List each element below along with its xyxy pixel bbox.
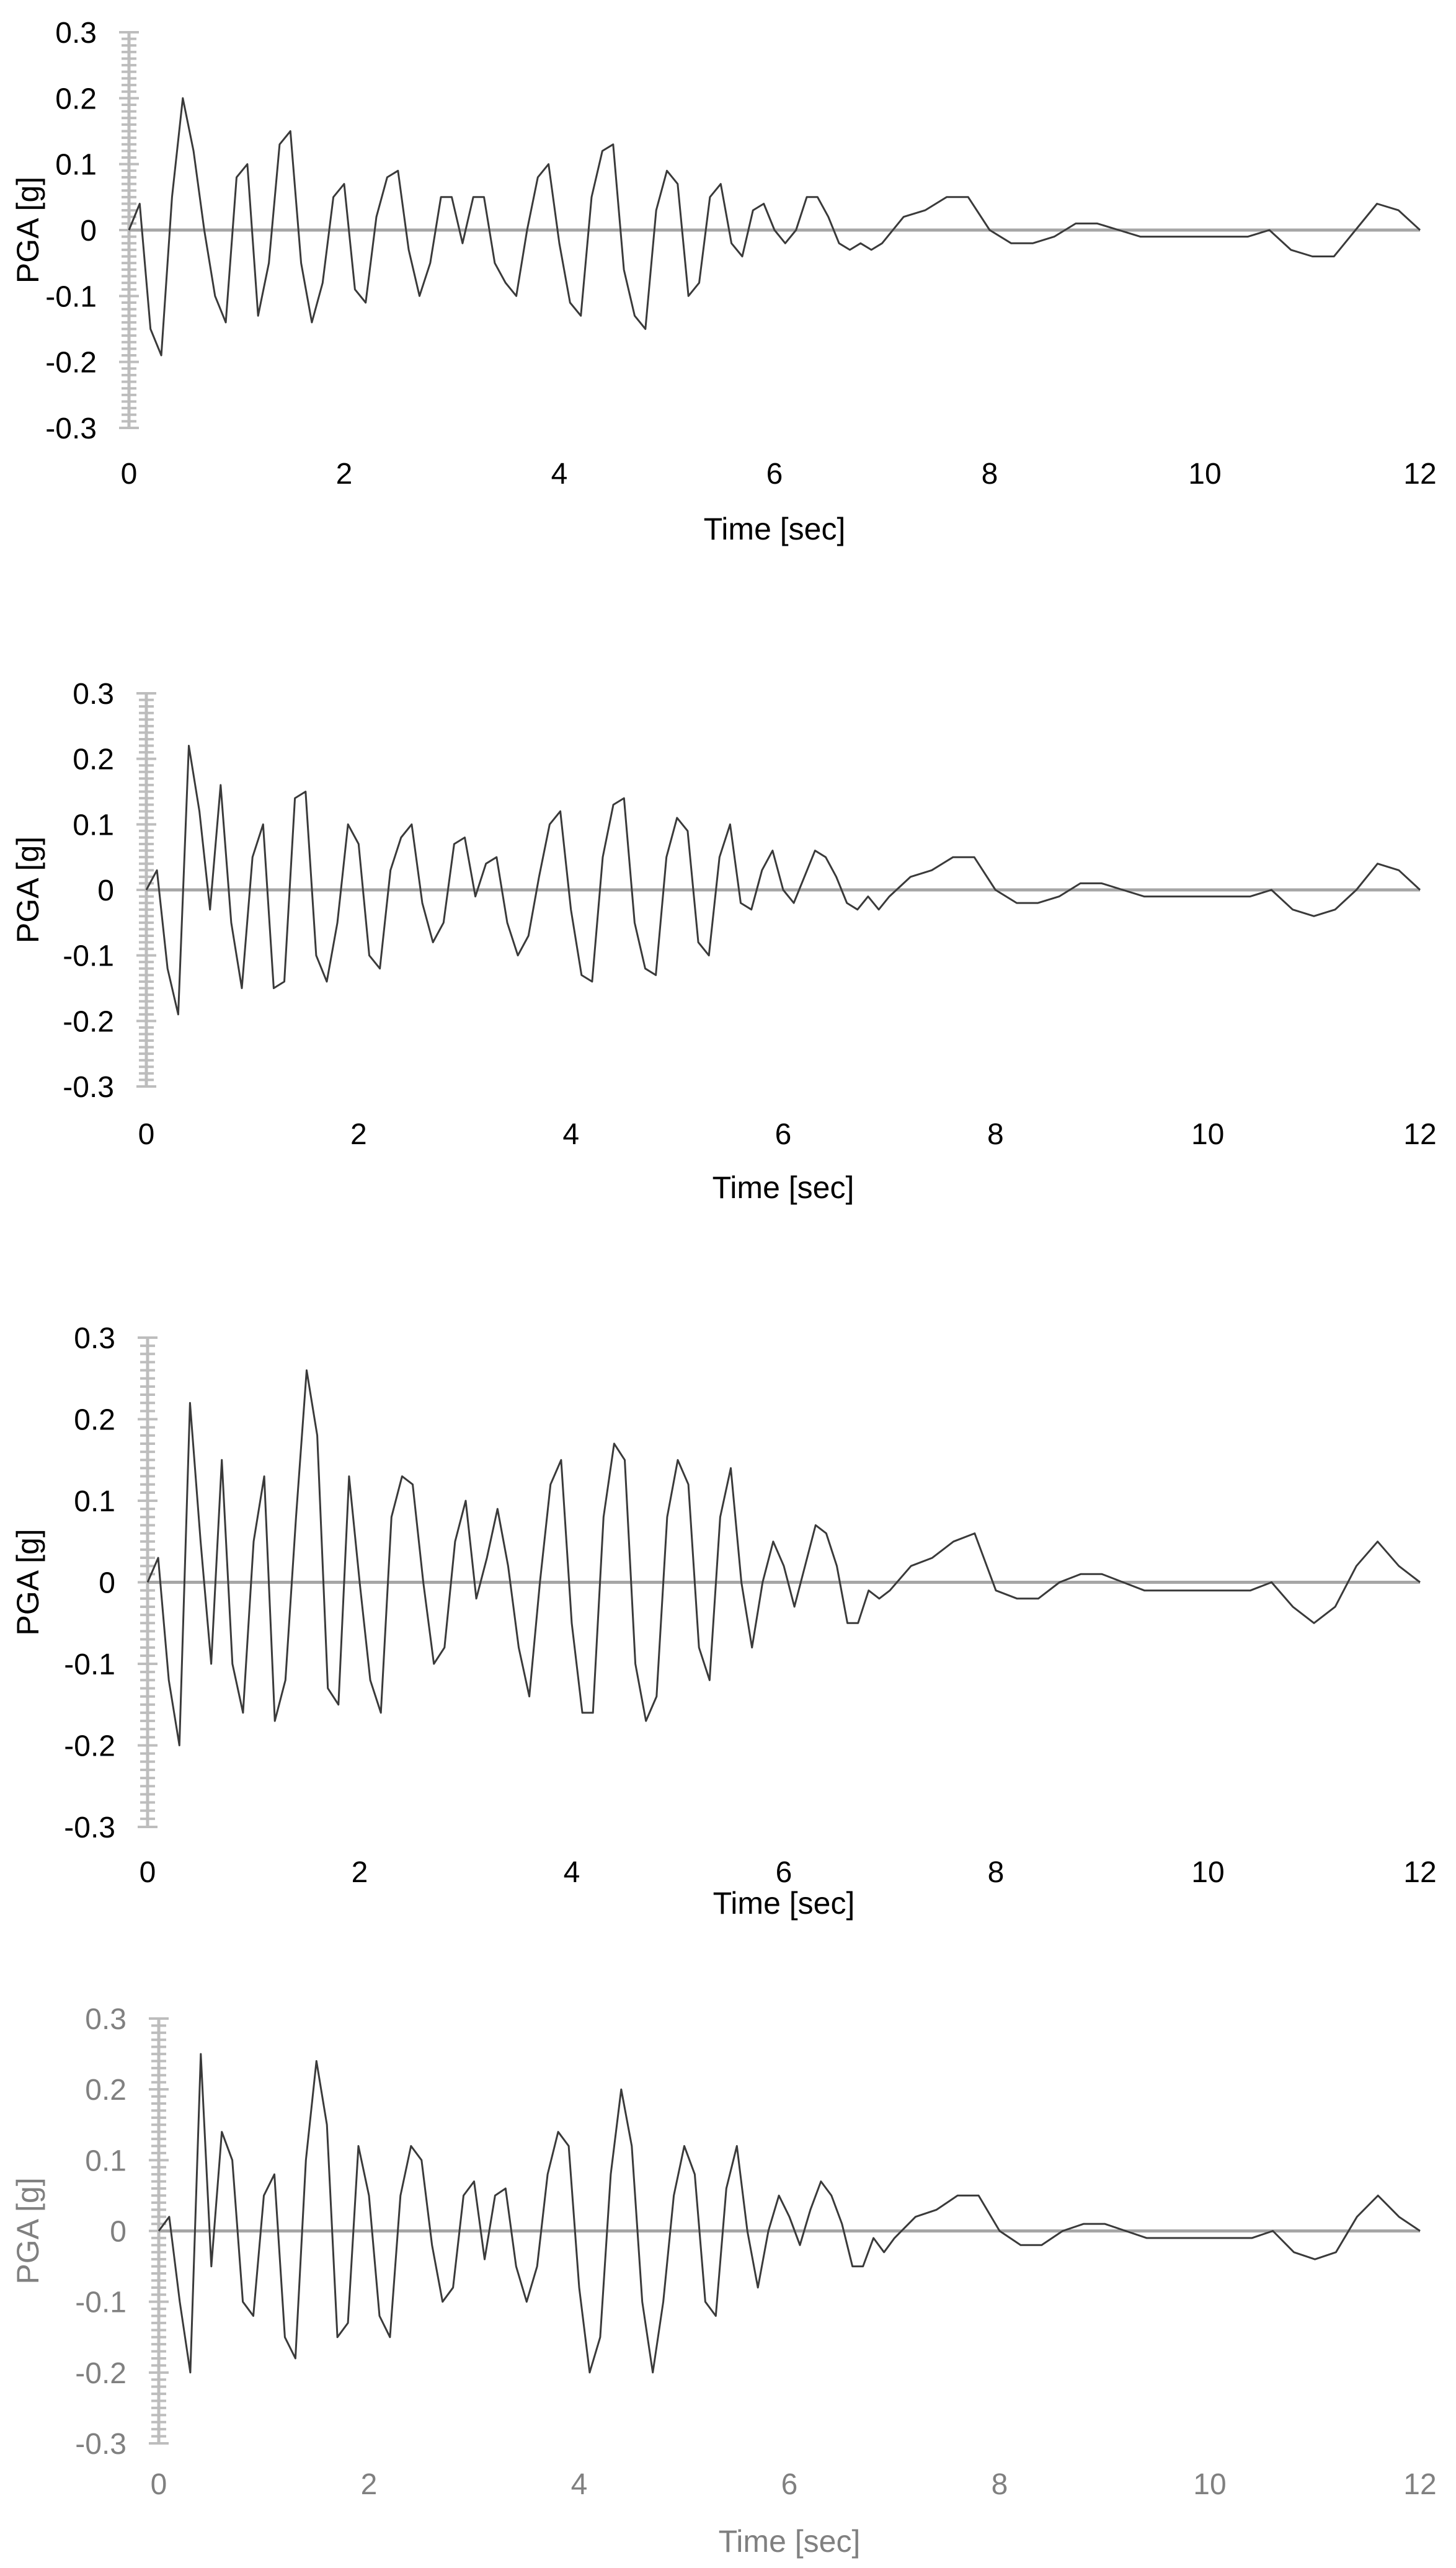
y-tick-label: -0.1 bbox=[75, 2286, 127, 2319]
x-tick-label: 8 bbox=[987, 1118, 1004, 1151]
x-axis-title: Time [sec] bbox=[704, 512, 846, 546]
y-tick-label: 0.3 bbox=[74, 1322, 115, 1355]
x-tick-label: 6 bbox=[781, 2468, 798, 2501]
series-line bbox=[158, 2053, 1421, 2374]
y-tick-label: 0.1 bbox=[74, 1485, 115, 1518]
x-tick-label: 4 bbox=[571, 2468, 588, 2501]
y-tick-label: -0.2 bbox=[75, 2357, 127, 2390]
y-tick-label: -0.1 bbox=[45, 280, 97, 313]
y-tick-label: -0.3 bbox=[45, 412, 97, 445]
chart-3: 0.3 0.2 0.1 0 -0.1 -0.2 -0.3 0 2 4 6 8 10 12 Time [sec… bbox=[11, 1322, 1437, 1921]
x-tick-label: 4 bbox=[562, 1118, 579, 1151]
x-tick-label: 0 bbox=[140, 1856, 156, 1889]
y-axis-title: PGA [g] bbox=[11, 177, 45, 283]
x-axis-title: Time [sec] bbox=[712, 1170, 855, 1205]
x-tick-label: 12 bbox=[1403, 1856, 1436, 1889]
y-tick-label: -0.3 bbox=[75, 2428, 127, 2461]
x-tick-label: 8 bbox=[992, 2468, 1008, 2501]
y-tick-label: 0.1 bbox=[73, 809, 114, 842]
series-line bbox=[128, 97, 1421, 357]
x-tick-label: 6 bbox=[766, 458, 783, 491]
y-axis-title: PGA [g] bbox=[11, 837, 45, 943]
y-axis-title: PGA [g] bbox=[11, 1529, 45, 1635]
x-tick-label: 4 bbox=[551, 458, 568, 491]
x-tick-label: 2 bbox=[352, 1856, 368, 1889]
chart-4: 0.3 0.2 0.1 0 -0.1 -0.2 -0.3 0 2 4 6 8 10 12 Time [sec… bbox=[11, 2003, 1437, 2559]
y-tick-label: 0 bbox=[80, 215, 97, 247]
y-tick-label: 0.3 bbox=[73, 678, 114, 711]
y-tick-label: 0 bbox=[110, 2216, 127, 2249]
y-axis-title: PGA [g] bbox=[11, 2177, 45, 2284]
y-tick-label: -0.3 bbox=[63, 1071, 114, 1104]
x-tick-label: 4 bbox=[564, 1856, 580, 1889]
x-tick-label: 12 bbox=[1403, 1118, 1436, 1151]
x-tick-label: 6 bbox=[776, 1856, 792, 1889]
x-tick-label: 2 bbox=[336, 458, 353, 491]
x-axis-title: Time [sec] bbox=[713, 1886, 855, 1921]
y-tick-label: 0.3 bbox=[85, 2003, 127, 2036]
y-tick-label: -0.1 bbox=[63, 940, 114, 973]
chart-1: 0.3 0.2 0.1 0 -0.1 -0.2 -0.3 0 2 4 6 8 10 12 Time [sec… bbox=[11, 17, 1437, 546]
y-tick-label: 0 bbox=[99, 1567, 115, 1600]
y-tick-label: 0.3 bbox=[55, 17, 97, 50]
y-tick-label: 0.2 bbox=[55, 82, 97, 115]
x-tick-label: 0 bbox=[138, 1118, 155, 1151]
x-tick-label: 8 bbox=[988, 1856, 1005, 1889]
x-tick-label: 10 bbox=[1193, 2468, 1226, 2501]
y-tick-label: 0.1 bbox=[55, 149, 97, 182]
x-tick-label: 0 bbox=[151, 2468, 167, 2501]
x-tick-label: 2 bbox=[350, 1118, 367, 1151]
series-line bbox=[146, 1369, 1421, 1746]
y-tick-label: 0.2 bbox=[73, 744, 114, 776]
y-tick-label: -0.2 bbox=[63, 1005, 114, 1038]
x-tick-label: 8 bbox=[982, 458, 998, 491]
series-line bbox=[145, 745, 1421, 1016]
y-tick-label: -0.3 bbox=[64, 1811, 115, 1844]
chart-2: 0.3 0.2 0.1 0 -0.1 -0.2 -0.3 0 2 4 6 8 10 12 Time [sec… bbox=[11, 678, 1437, 1205]
y-tick-label: -0.1 bbox=[64, 1648, 115, 1681]
x-tick-label: 10 bbox=[1188, 458, 1221, 491]
x-tick-label: 2 bbox=[361, 2468, 378, 2501]
x-tick-label: 10 bbox=[1191, 1118, 1224, 1151]
x-tick-label: 12 bbox=[1403, 458, 1436, 491]
x-axis-title: Time [sec] bbox=[719, 2524, 861, 2559]
y-tick-label: -0.2 bbox=[64, 1730, 115, 1763]
x-tick-label: 6 bbox=[775, 1118, 792, 1151]
x-tick-label: 0 bbox=[121, 458, 138, 491]
y-tick-label: 0.1 bbox=[85, 2144, 127, 2177]
y-tick-label: 0 bbox=[97, 874, 114, 907]
y-tick-label: -0.2 bbox=[45, 347, 97, 380]
y-tick-label: 0.2 bbox=[74, 1404, 115, 1437]
x-tick-label: 12 bbox=[1403, 2468, 1436, 2501]
y-tick-label: 0.2 bbox=[85, 2074, 127, 2107]
x-tick-label: 10 bbox=[1191, 1856, 1224, 1889]
